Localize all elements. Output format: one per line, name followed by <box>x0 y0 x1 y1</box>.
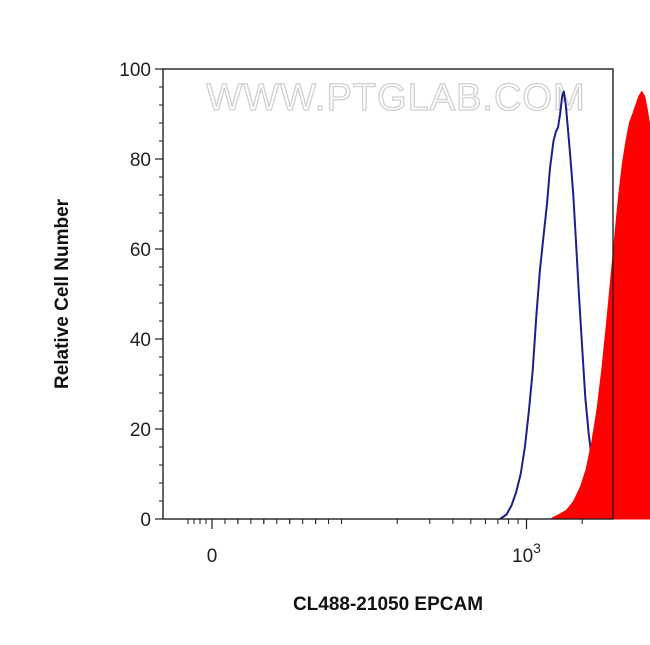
y-tick-label: 20 <box>130 420 151 441</box>
y-tick-label: 0 <box>140 510 151 531</box>
series-layer <box>499 90 650 520</box>
y-tick-label: 100 <box>119 60 151 81</box>
x-axis-title: CL488-21050 EPCAM <box>293 594 483 615</box>
y-tick-label: 80 <box>130 150 151 171</box>
series-fill-1 <box>550 90 650 520</box>
watermark-text: WWW.PTGLAB.COM <box>206 77 585 119</box>
y-tick-label: 60 <box>130 240 151 261</box>
x-tick-label: 0 <box>207 546 218 567</box>
y-axis-title: Relative Cell Number <box>52 198 73 389</box>
plot-area <box>162 68 614 520</box>
y-tick-label: 40 <box>130 330 151 351</box>
x-axis: 0103104 <box>187 519 583 567</box>
y-axis: 0 20 40 60 80 100 <box>119 60 163 531</box>
plot-frame <box>162 68 614 520</box>
x-tick-label: 103 <box>512 540 541 567</box>
